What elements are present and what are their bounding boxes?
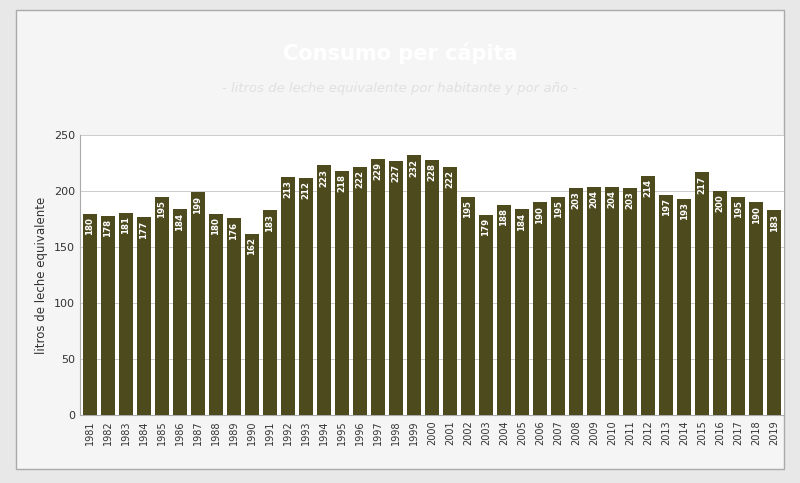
Bar: [713, 191, 727, 415]
Text: 184: 184: [518, 213, 526, 231]
Text: 195: 195: [554, 200, 562, 218]
Text: 195: 195: [158, 200, 166, 218]
Bar: [749, 202, 763, 415]
Text: 214: 214: [643, 179, 653, 197]
Text: 195: 195: [463, 200, 473, 218]
Bar: [191, 192, 205, 415]
Text: 218: 218: [338, 174, 346, 192]
Text: 177: 177: [139, 220, 149, 239]
Bar: [533, 202, 547, 415]
Bar: [695, 172, 709, 415]
Text: 176: 176: [230, 222, 238, 240]
Bar: [245, 234, 259, 415]
Bar: [209, 213, 223, 415]
Text: 178: 178: [103, 219, 113, 238]
Bar: [389, 161, 403, 415]
Bar: [767, 210, 781, 415]
Bar: [137, 217, 151, 415]
Text: 213: 213: [283, 180, 293, 198]
Text: 179: 179: [482, 218, 490, 236]
Text: 197: 197: [662, 198, 670, 216]
Text: 181: 181: [122, 216, 130, 234]
Text: 212: 212: [302, 181, 310, 199]
Text: 228: 228: [427, 163, 437, 181]
Text: 190: 190: [751, 206, 761, 224]
Text: 200: 200: [715, 195, 725, 213]
Bar: [497, 205, 511, 415]
Text: Consumo per cápita: Consumo per cápita: [282, 42, 518, 64]
Text: 203: 203: [626, 191, 634, 209]
Bar: [317, 166, 331, 415]
Text: 204: 204: [590, 190, 598, 208]
Text: 180: 180: [86, 217, 94, 235]
Bar: [443, 167, 457, 415]
Text: 232: 232: [410, 159, 418, 177]
Bar: [155, 197, 169, 415]
Bar: [353, 167, 367, 415]
Bar: [479, 215, 493, 415]
Bar: [119, 213, 133, 415]
Bar: [677, 199, 691, 415]
Text: 223: 223: [319, 169, 329, 187]
Bar: [605, 187, 619, 415]
Bar: [101, 216, 115, 415]
Text: 188: 188: [499, 208, 509, 226]
Text: 190: 190: [535, 206, 545, 224]
Text: 217: 217: [698, 176, 706, 194]
Bar: [641, 176, 655, 415]
Bar: [515, 209, 529, 415]
Bar: [371, 159, 385, 415]
Text: - litros de leche equivalente por habitante y por año -: - litros de leche equivalente por habita…: [222, 82, 578, 95]
Bar: [227, 218, 241, 415]
Bar: [587, 187, 601, 415]
Text: 184: 184: [175, 213, 185, 231]
Text: 199: 199: [194, 196, 202, 214]
Text: 204: 204: [607, 190, 617, 208]
Bar: [407, 156, 421, 415]
Bar: [731, 197, 745, 415]
Bar: [299, 178, 313, 415]
Bar: [83, 213, 97, 415]
Bar: [335, 171, 349, 415]
Bar: [659, 195, 673, 415]
Bar: [281, 177, 295, 415]
Text: 180: 180: [211, 217, 221, 235]
Text: 162: 162: [247, 237, 257, 255]
Text: 195: 195: [734, 200, 742, 218]
Bar: [623, 188, 637, 415]
Bar: [425, 160, 439, 415]
Text: 222: 222: [355, 170, 365, 188]
Bar: [551, 197, 565, 415]
Bar: [263, 210, 277, 415]
Text: 222: 222: [446, 170, 454, 188]
Text: 193: 193: [679, 202, 689, 220]
Bar: [569, 188, 583, 415]
Text: 183: 183: [266, 213, 274, 232]
Bar: [173, 209, 187, 415]
Y-axis label: litros de leche equivalente: litros de leche equivalente: [35, 197, 49, 354]
Bar: [461, 197, 475, 415]
Text: 229: 229: [374, 162, 382, 180]
Text: 183: 183: [770, 213, 778, 232]
Text: 203: 203: [571, 191, 581, 209]
Text: 227: 227: [391, 164, 401, 183]
